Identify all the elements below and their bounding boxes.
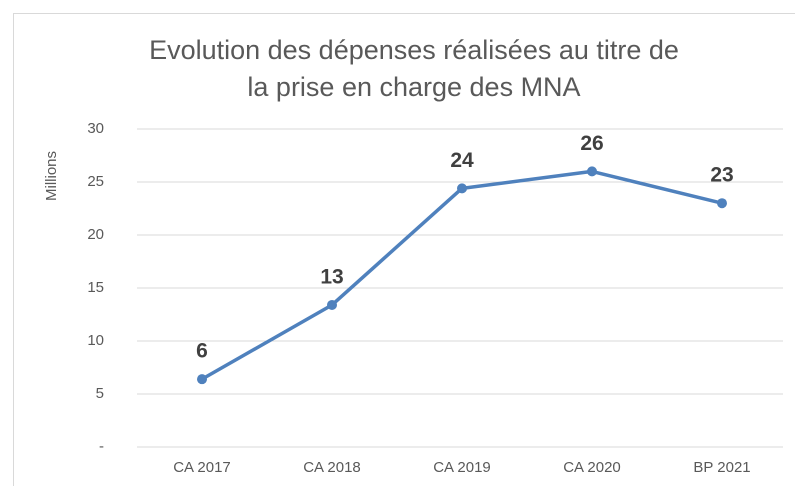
y-tick-label: 10: [87, 332, 104, 349]
data-label: 13: [320, 266, 343, 289]
y-tick-label: 30: [87, 120, 104, 137]
point: [197, 374, 207, 385]
y-tick-label: 15: [87, 279, 104, 296]
y-axis-label: Millions: [43, 151, 60, 201]
line: [201, 169, 723, 381]
point: [327, 299, 337, 310]
data-label: 23: [710, 164, 733, 187]
x-tick-label: BP 2021: [693, 459, 750, 476]
chart-frame: [13, 13, 795, 486]
chart-title: la prise en charge des MNA: [247, 72, 580, 102]
y-tick-label: -: [99, 438, 104, 455]
y-tick-label: 5: [96, 385, 104, 402]
data-label: 26: [580, 132, 603, 155]
x-tick-label: CA 2019: [433, 459, 491, 476]
point: [587, 166, 597, 177]
data-label: 6: [196, 340, 208, 363]
data-label: 24: [450, 149, 474, 172]
x-tick-label: CA 2017: [173, 459, 231, 476]
x-tick-label: CA 2020: [563, 459, 621, 476]
point: [717, 198, 727, 209]
y-tick-label: 25: [87, 173, 104, 190]
y-tick-label: 20: [87, 226, 104, 243]
x-tick-label: CA 2018: [303, 459, 361, 476]
chart-title: Evolution des dépenses réalisées au titr…: [149, 35, 679, 65]
point: [457, 183, 467, 194]
